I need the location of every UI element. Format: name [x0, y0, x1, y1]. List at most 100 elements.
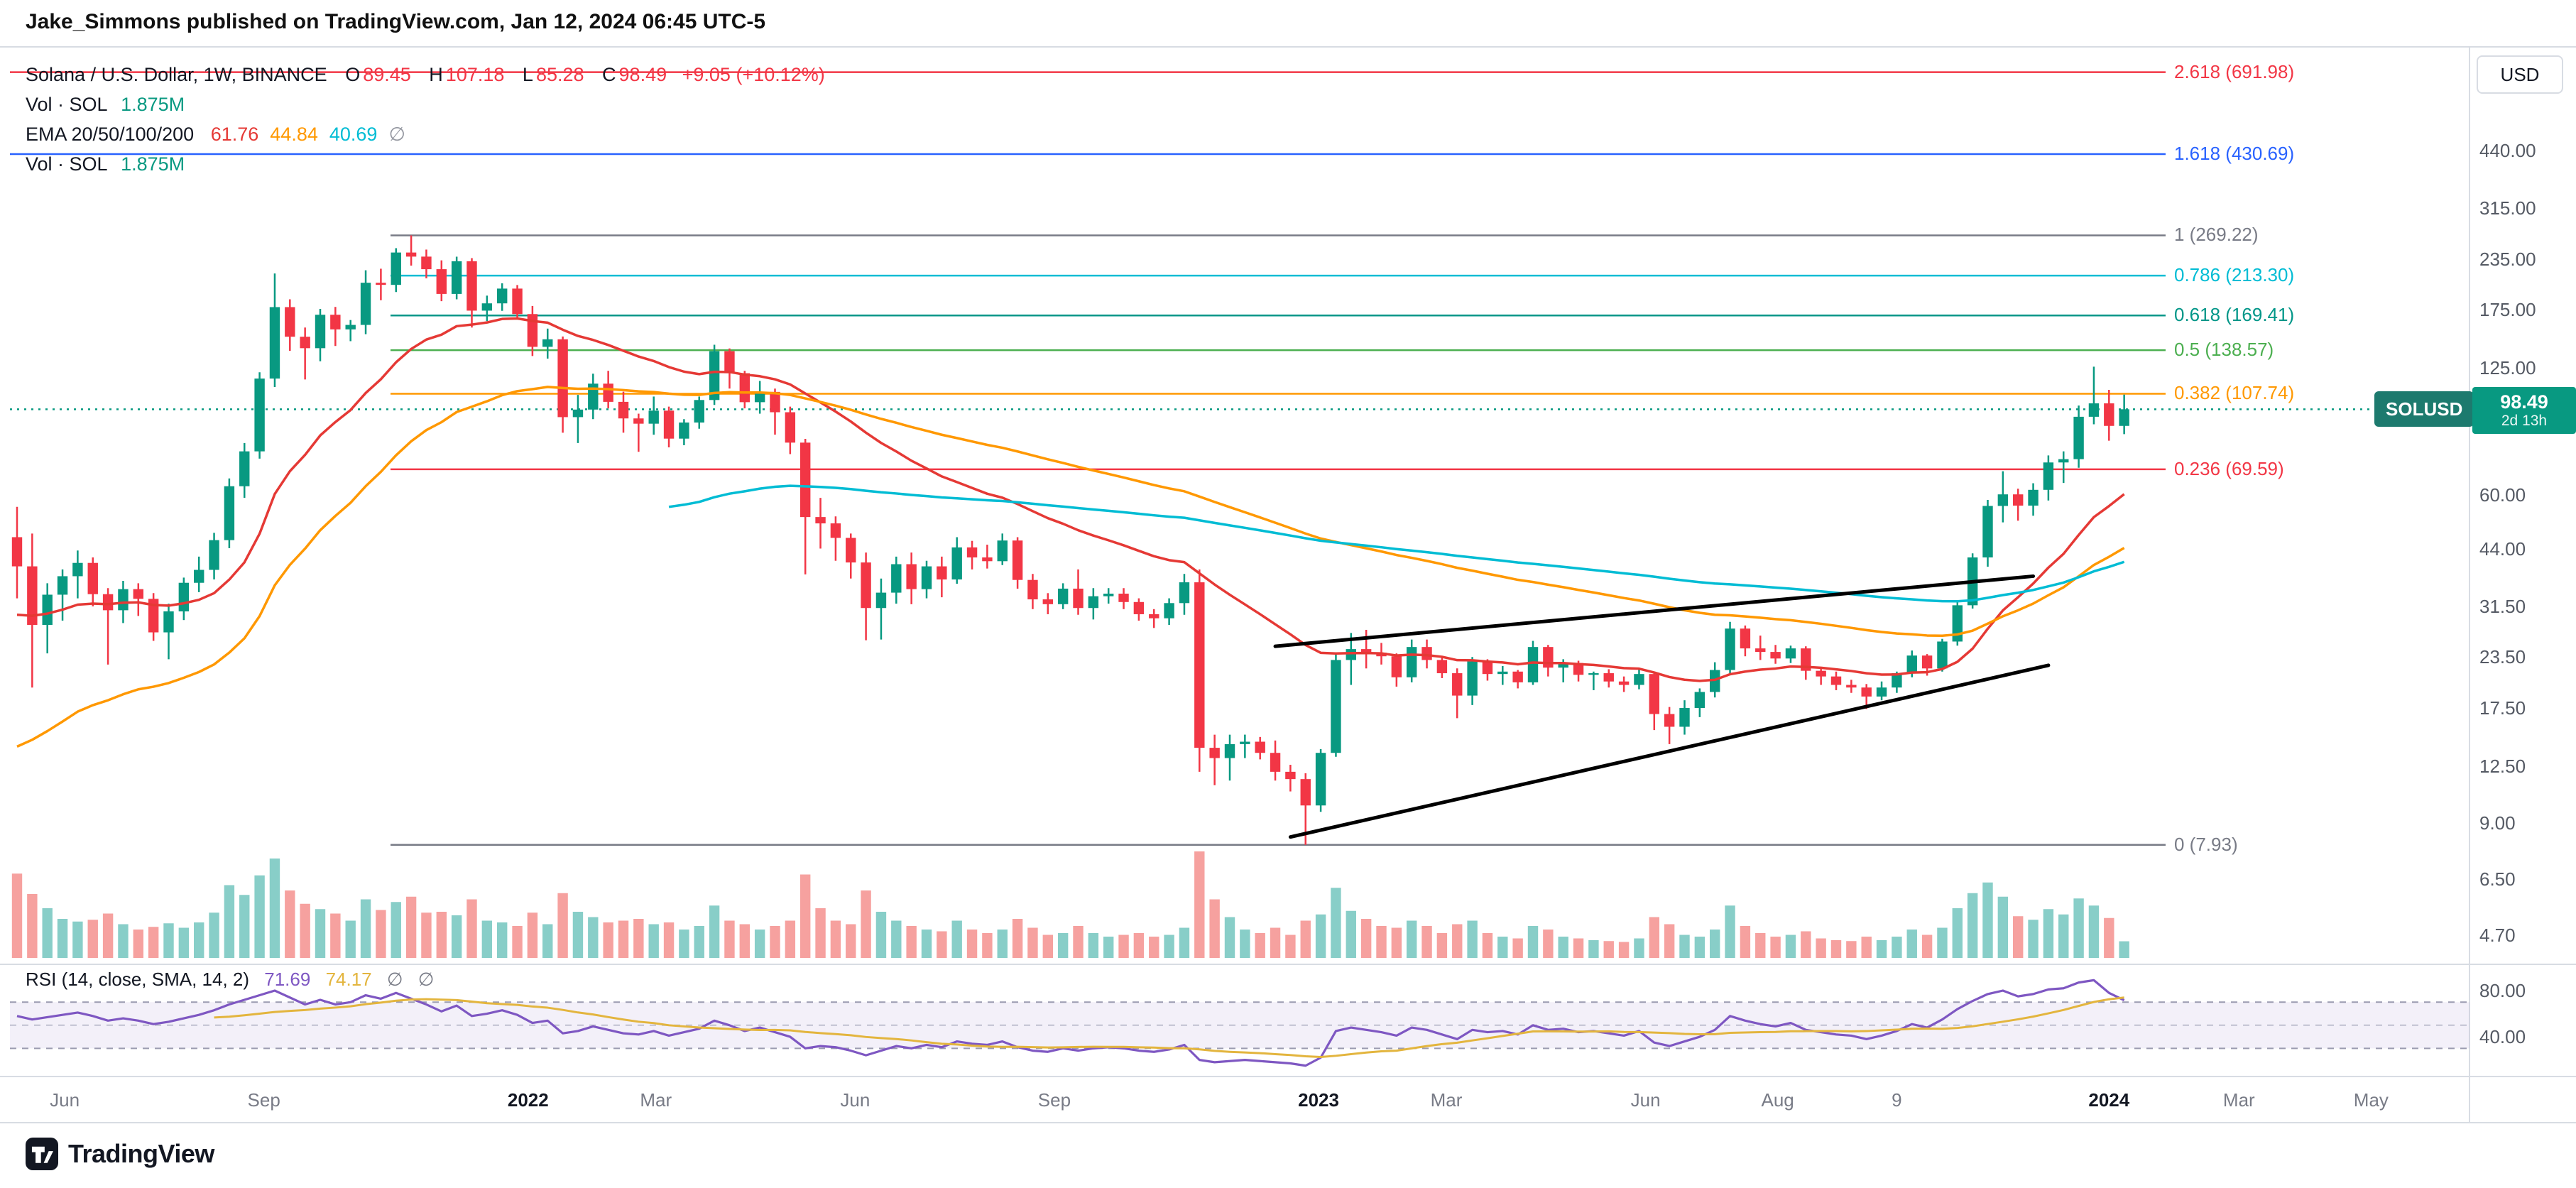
volume-bar: [1149, 937, 1159, 958]
time-axis[interactable]: Jun Sep 2022 Mar Jun Sep 2023 Mar Jun Aug 9 2024 Mar…: [0, 1077, 2469, 1123]
candle-body: [1830, 676, 1842, 685]
volume-legend-row-2[interactable]: Vol · SOL 1.875M: [26, 152, 185, 176]
volume2-value: 1.875M: [121, 153, 185, 175]
symbol-legend-row[interactable]: Solana / U.S. Dollar, 1W, BINANCE O 89.45…: [26, 62, 825, 87]
symbol-title: Solana / U.S. Dollar, 1W, BINANCE: [26, 64, 327, 85]
volume-bar: [937, 931, 947, 958]
candle-body: [906, 564, 917, 589]
candle-body: [1467, 661, 1478, 696]
ema-value: 40.69: [329, 124, 378, 145]
candle-body: [1057, 588, 1069, 604]
change-value: +9.05 (+10.12%): [682, 64, 825, 85]
fib-level-label: 0.236 (69.59): [2174, 457, 2284, 479]
volume-bar: [87, 920, 98, 958]
candle-body: [1664, 714, 1675, 727]
volume-bar: [1664, 924, 1675, 958]
fib-level-label: 2.618 (691.98): [2174, 60, 2295, 82]
volume-bar: [1558, 937, 1568, 958]
rsi-line[interactable]: [16, 979, 2125, 1067]
tradingview-footer[interactable]: TradingView: [26, 1138, 214, 1170]
fib-level-label: 0 (7.93): [2174, 833, 2238, 855]
candle-body: [846, 538, 856, 563]
candle-body: [133, 589, 143, 599]
volume-bar: [2043, 909, 2054, 958]
volume-bar: [178, 927, 190, 958]
volume-bar: [1921, 934, 1933, 958]
ema-line-100[interactable]: [668, 484, 2125, 603]
volume-bar: [2013, 916, 2024, 958]
rsi-sma-line[interactable]: [214, 996, 2124, 1059]
time-axis-label: Sep: [247, 1089, 280, 1111]
rsi-legend-row[interactable]: RSI (14, close, SMA, 14, 2) 71.69 74.17 …: [26, 969, 434, 991]
volume-bar: [1543, 930, 1554, 958]
volume-bar: [1315, 914, 1326, 958]
volume-bar: [1376, 926, 1387, 958]
candle-body: [1649, 674, 1659, 714]
volume-bar: [2088, 905, 2100, 958]
ema-legend-row[interactable]: EMA 20/50/100/200 61.76 44.84 40.69 ∅: [26, 122, 405, 146]
volume-bar: [436, 912, 447, 958]
price-axis-label: 17.50: [2479, 697, 2526, 719]
candle-body: [1892, 673, 1902, 688]
candle-body: [1452, 673, 1463, 696]
candle-body: [1331, 660, 1341, 753]
currency-toggle-button[interactable]: USD: [2477, 55, 2563, 94]
volume-bar: [1846, 941, 1857, 958]
price-axis-label: 23.50: [2479, 646, 2526, 668]
candle-body: [966, 547, 978, 558]
ema-value: 44.84: [270, 124, 318, 145]
candle-body: [1861, 687, 1872, 697]
candle-body: [11, 537, 23, 567]
volume-legend-row[interactable]: Vol · SOL 1.875M: [26, 92, 185, 116]
candle-body: [269, 307, 280, 379]
ema-values: 61.76 44.84 40.69 ∅: [200, 124, 405, 145]
volume-bar: [966, 930, 978, 958]
candle-body: [1194, 582, 1205, 748]
volume-bar: [1407, 920, 1417, 958]
volume-bar: [1421, 926, 1432, 958]
volume-bar: [376, 910, 386, 958]
volume-bar: [1224, 917, 1235, 958]
rsi-label: RSI (14, close, SMA, 14, 2): [26, 969, 250, 990]
price-axis-label: 125.00: [2479, 357, 2536, 379]
price-axis[interactable]: 440.00 315.00 235.00 175.00 125.00 60.00 44.00…: [2469, 47, 2576, 1123]
candle-body: [376, 283, 386, 285]
volume-bar: [497, 922, 508, 958]
close-value: 98.49: [618, 64, 667, 85]
volume-bar: [527, 912, 538, 958]
high-value: 107.18: [445, 64, 505, 85]
candle-body: [1573, 663, 1584, 675]
candle-body: [148, 599, 159, 633]
volume-bar: [1012, 919, 1023, 958]
time-axis-label: Jun: [840, 1089, 871, 1111]
trendline[interactable]: [1288, 663, 2051, 839]
candle-body: [861, 562, 871, 609]
candle-body: [1164, 603, 1174, 618]
candle-body: [72, 562, 83, 577]
volume-bar: [1482, 933, 1493, 958]
volume-bar: [421, 912, 432, 958]
tradingview-wordmark: TradingView: [68, 1139, 214, 1168]
volume-bar: [194, 922, 204, 958]
candle-body: [178, 582, 190, 611]
volume-bar: [2104, 917, 2114, 958]
trendline[interactable]: [1273, 574, 2036, 648]
price-axis-label: 31.50: [2479, 595, 2526, 617]
volume-bar: [254, 875, 265, 958]
volume-bar: [588, 917, 599, 958]
volume-bar: [405, 896, 417, 958]
candle-body: [1634, 674, 1644, 685]
fib-level-label: 0.5 (138.57): [2174, 339, 2274, 361]
candle-body: [421, 256, 432, 270]
ema-line-20[interactable]: [16, 317, 2125, 682]
volume-bar: [861, 890, 871, 958]
volume-bar: [1816, 938, 1826, 958]
volume-bar: [224, 885, 235, 958]
volume-bar: [1634, 938, 1644, 958]
volume-bar: [1861, 937, 1872, 958]
ema-line-50[interactable]: [16, 386, 2125, 748]
candle-body: [1391, 656, 1402, 677]
candle-body: [1497, 671, 1508, 675]
symbol-tag-label: SOLUSD: [2386, 398, 2463, 420]
